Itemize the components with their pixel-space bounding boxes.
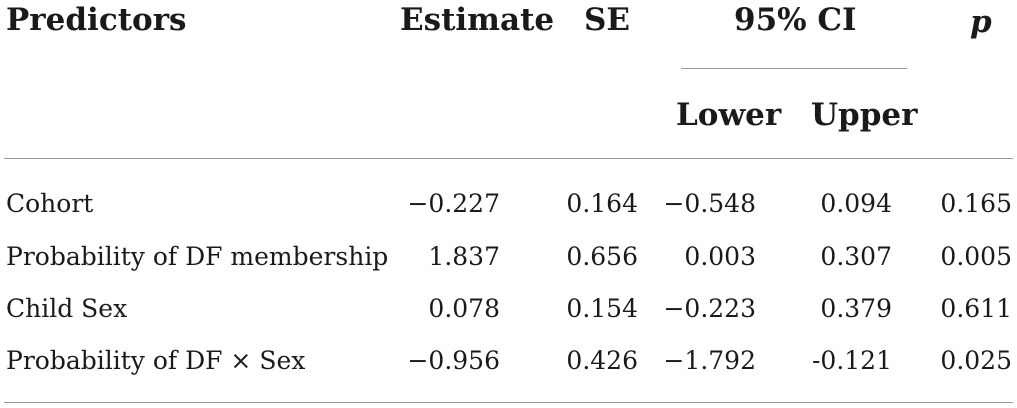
table-bottom-rule [4, 402, 1013, 403]
p-value-cell: 0.165 [940, 189, 1012, 218]
ci-upper-cell: 0.379 [820, 294, 892, 323]
se-cell: 0.154 [566, 294, 638, 323]
header-upper: Upper [811, 97, 918, 133]
ci-upper-cell: 0.094 [820, 189, 892, 218]
ci-lower-cell: −0.223 [663, 294, 756, 323]
header-p: p [970, 4, 992, 40]
ci-lower-cell: −0.548 [663, 189, 756, 218]
header-rule [4, 158, 1013, 159]
p-value-cell: 0.005 [940, 242, 1012, 271]
predictor-cell: Child Sex [6, 294, 128, 323]
p-value-cell: 0.611 [940, 294, 1012, 323]
p-value-cell: 0.025 [940, 346, 1012, 375]
predictor-cell: Probability of DF membership [6, 242, 389, 271]
header-lower: Lower [676, 97, 782, 133]
header-se: SE [584, 2, 631, 38]
header-predictors: Predictors [6, 2, 187, 38]
se-cell: 0.426 [566, 346, 638, 375]
header-ci: 95% CI [734, 2, 857, 38]
ci-lower-cell: −1.792 [663, 346, 756, 375]
ci-upper-cell: 0.307 [820, 242, 892, 271]
estimate-cell: 0.078 [428, 294, 500, 323]
estimate-cell: −0.956 [407, 346, 500, 375]
se-cell: 0.656 [566, 242, 638, 271]
ci-lower-cell: 0.003 [684, 242, 756, 271]
ci-span-rule [681, 68, 907, 69]
header-estimate: Estimate [400, 2, 555, 38]
estimate-cell: 1.837 [428, 242, 500, 271]
estimate-cell: −0.227 [407, 189, 500, 218]
ci-upper-cell: -0.121 [811, 346, 892, 375]
predictor-cell: Cohort [6, 189, 94, 218]
se-cell: 0.164 [566, 189, 638, 218]
predictor-cell: Probability of DF × Sex [6, 346, 306, 375]
